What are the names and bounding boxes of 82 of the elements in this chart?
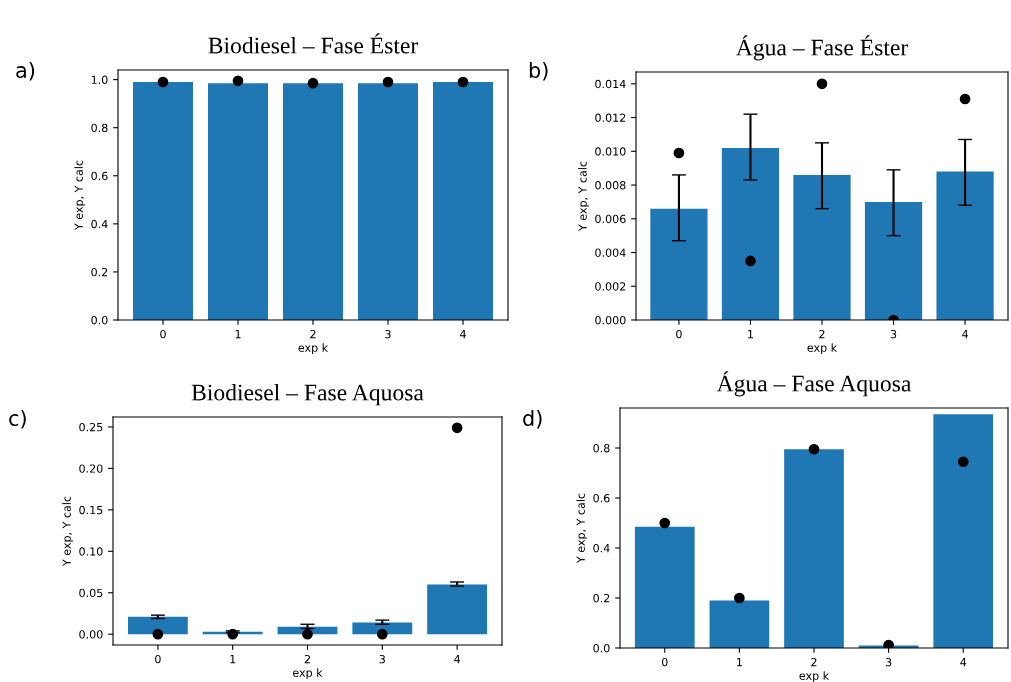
x-tick-label: 0: [661, 657, 668, 667]
y-tick-label: 0.2: [593, 593, 610, 603]
x-tick-label: 3: [890, 329, 897, 339]
x-tick-label: 4: [960, 658, 967, 667]
text: a): [16, 61, 35, 81]
bar: [709, 600, 770, 648]
y-tick-label: 1.0: [91, 75, 108, 84]
y-axis-title: Y exp, Y calc: [62, 496, 73, 567]
y-tick-label: 0.014: [595, 79, 626, 89]
x-tick-label: 0: [155, 654, 161, 664]
x-tick-label: 1: [737, 658, 742, 667]
y-axis-title: Y exp, Y calc: [74, 160, 86, 231]
bar: [936, 171, 994, 320]
bar: [634, 526, 695, 648]
point: [808, 443, 820, 455]
bar: [864, 201, 923, 320]
y-axis-title: Y exp, Y calc: [578, 161, 589, 232]
y-tick-label: 0.0: [593, 643, 610, 653]
text: d): [523, 409, 542, 429]
chart-title: Água – Fase Éster: [736, 35, 909, 61]
x-axis-title: exp k: [799, 671, 830, 682]
text: b): [529, 61, 548, 81]
x-tick-label: 2: [811, 657, 817, 667]
bar: [427, 584, 488, 635]
y-tick-label: 0.6: [91, 171, 108, 181]
y-tick-label: 0.15: [79, 505, 103, 515]
y-tick-label: 0.8: [593, 443, 610, 453]
x-tick-label: 4: [962, 330, 968, 339]
bar: [721, 147, 780, 320]
point: [883, 639, 894, 648]
y-tick-label: 0.2: [91, 267, 108, 277]
x-tick-label: 2: [304, 654, 310, 664]
y-tick-label: 0.0: [91, 315, 108, 325]
chart-title: Biodiesel – Fase Aquosa: [191, 383, 424, 406]
x-tick-label: 4: [454, 655, 461, 664]
x-axis-title: exp k: [807, 343, 838, 355]
y-tick-label: 0.4: [593, 543, 610, 553]
x-axis-title: exp k: [292, 668, 323, 680]
x-tick-label: 3: [385, 329, 391, 339]
y-tick-label: 0.004: [595, 248, 626, 257]
x-tick-label: 1: [235, 330, 241, 339]
y-tick-label: 0.010: [595, 147, 626, 156]
y-tick-label: 0.6: [593, 493, 610, 503]
point: [673, 147, 685, 159]
bar: [793, 174, 851, 320]
x-tick-label: 1: [230, 655, 236, 664]
bar: [933, 414, 994, 648]
chart-title: Água – Fase Aquosa: [716, 371, 912, 397]
bar: [650, 208, 708, 320]
x-axis-title: exp k: [298, 343, 329, 355]
bar: [127, 616, 188, 635]
y-tick-label: 0.012: [595, 113, 626, 122]
y-tick-label: 0.05: [79, 588, 103, 598]
x-tick-label: 2: [310, 329, 316, 339]
y-tick-label: 0.20: [79, 464, 103, 473]
bar: [784, 449, 844, 648]
point: [959, 93, 971, 105]
point: [659, 517, 671, 529]
x-tick-label: 3: [885, 657, 892, 667]
y-axis-title: Y exp, Y calc: [576, 493, 588, 564]
x-tick-label: 2: [819, 329, 825, 339]
y-tick-label: 0.006: [595, 214, 626, 224]
bar: [352, 622, 413, 635]
y-tick-label: 0.25: [79, 422, 103, 432]
x-tick-label: 4: [460, 330, 466, 339]
y-tick-label: 0.002: [595, 282, 626, 291]
chart-title: Biodiesel – Fase Éster: [208, 33, 419, 54]
y-tick-label: 0.10: [79, 547, 103, 556]
y-tick-label: 0.4: [91, 219, 108, 229]
x-tick-label: 0: [160, 329, 166, 339]
y-tick-label: 0.00: [79, 630, 103, 639]
y-tick-label: 0.008: [595, 181, 626, 190]
y-tick-label: 0.8: [91, 123, 108, 133]
point: [745, 255, 756, 267]
point: [957, 456, 969, 468]
x-tick-label: 0: [676, 329, 682, 339]
point: [816, 78, 828, 90]
x-tick-label: 3: [379, 654, 385, 664]
x-tick-label: 1: [748, 330, 753, 339]
y-tick-label: 0.000: [595, 315, 626, 325]
point: [734, 592, 745, 604]
text: c): [9, 409, 26, 429]
